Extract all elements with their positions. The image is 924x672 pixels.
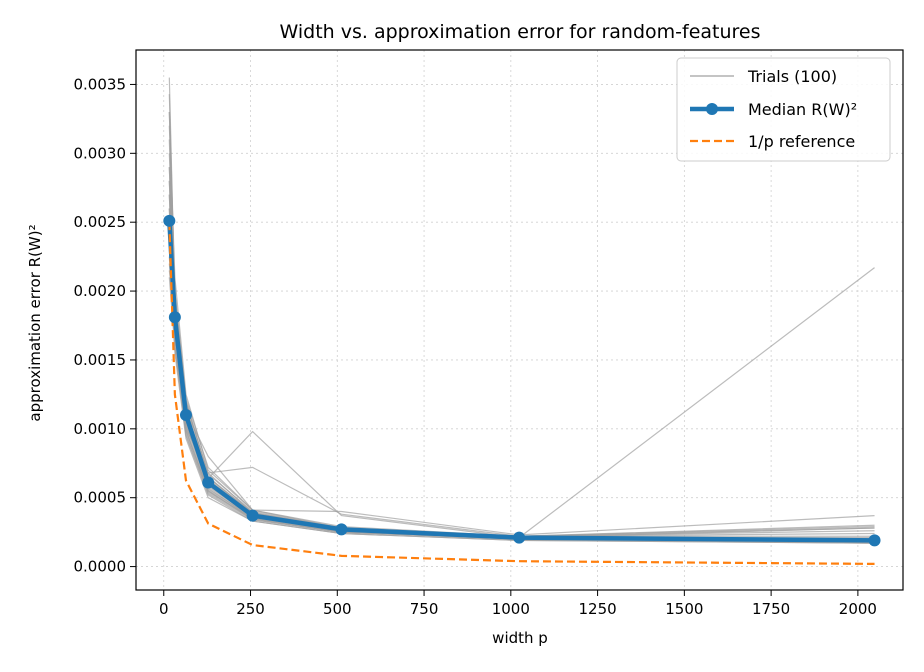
x-tick-label: 2000 (839, 600, 877, 618)
chart-title: Width vs. approximation error for random… (279, 21, 760, 43)
reference-line (168, 222, 875, 565)
median-point (168, 311, 181, 324)
x-tick-label: 1000 (492, 600, 530, 618)
y-tick-label: 0.0035 (74, 75, 127, 93)
legend-marker-median (706, 103, 718, 115)
legend: Trials (100) Median R(W)² 1/p reference (676, 57, 891, 162)
x-tick-label: 250 (236, 600, 265, 618)
median-point (868, 534, 881, 547)
y-tick-label: 0.0020 (74, 282, 127, 300)
x-tick-label: 1750 (752, 600, 790, 618)
x-tick-label: 500 (323, 600, 352, 618)
y-tick-label: 0.0030 (74, 144, 127, 162)
median-point (335, 523, 348, 536)
median-point (163, 214, 176, 227)
plot-area-frame (135, 49, 904, 591)
median-point (246, 509, 259, 522)
legend-label-median: Median R(W)² (748, 100, 857, 119)
series-lines (163, 214, 881, 565)
y-tick-label: 0.0025 (74, 213, 127, 231)
trial-line (168, 256, 875, 544)
y-tick-label: 0.0005 (74, 489, 127, 507)
median-point (202, 476, 215, 489)
median-point (513, 531, 526, 544)
legend-label-reference: 1/p reference (748, 132, 855, 151)
y-tick-label: 0.0010 (74, 420, 127, 438)
x-tick-label: 1250 (578, 600, 616, 618)
y-axis-label: approximation error R(W)² (26, 224, 44, 421)
legend-label-trials: Trials (100) (747, 67, 837, 86)
median-point (179, 409, 192, 422)
x-tick-label: 0 (159, 600, 169, 618)
axis-ticks: 0 250 500 750 1000 1250 1500 1750 2000 0.0000 0.00… (74, 75, 877, 618)
x-axis-label: width p (492, 629, 548, 647)
median-line (167, 220, 875, 543)
x-tick-label: 1500 (665, 600, 703, 618)
legend-box (676, 57, 891, 162)
y-tick-label: 0.0015 (74, 351, 127, 369)
y-tick-label: 0.0000 (74, 558, 127, 576)
x-tick-label: 750 (410, 600, 439, 618)
